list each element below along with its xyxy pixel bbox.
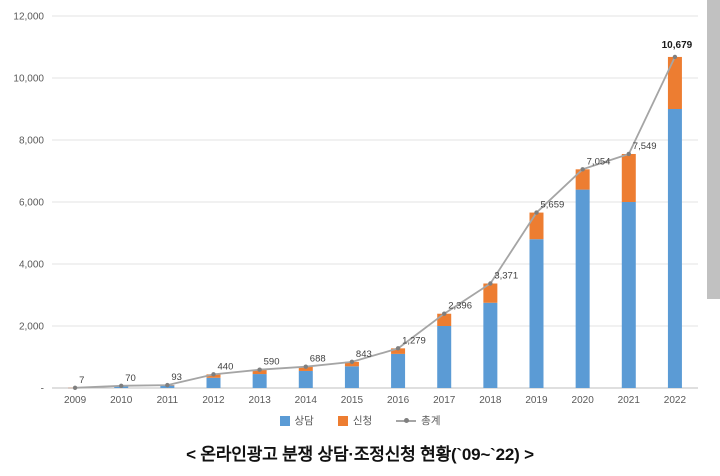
svg-text:4,000: 4,000 [19,260,44,271]
svg-text:70: 70 [125,373,136,384]
svg-text:2015: 2015 [341,395,364,406]
svg-text:2,396: 2,396 [448,301,472,312]
svg-text:2011: 2011 [157,395,179,406]
svg-text:2017: 2017 [433,395,456,406]
svg-text:7,549: 7,549 [633,141,657,152]
svg-text:7: 7 [79,375,84,386]
chart-title: < 온라인광고 분쟁 상담·조정신청 현황(`09~`22) > [186,445,534,464]
right-gray-strip [707,0,720,299]
svg-text:7,054: 7,054 [587,156,611,167]
svg-text:6,000: 6,000 [19,198,44,209]
sangdam-swatch-icon [279,415,290,426]
svg-text:440: 440 [218,361,234,372]
chonggye-line-swatch-icon [396,417,417,423]
svg-text:93: 93 [171,372,182,383]
svg-text:2010: 2010 [110,395,133,406]
svg-text:688: 688 [310,354,326,365]
svg-text:1,279: 1,279 [402,335,426,346]
svg-text:3,371: 3,371 [494,270,518,281]
svg-text:2012: 2012 [202,395,225,406]
svg-text:2014: 2014 [295,395,318,406]
legend-item-sangdam: 상담 [279,413,314,428]
sincheong-swatch-icon [337,415,348,426]
svg-text:-: - [41,384,44,395]
svg-text:2,000: 2,000 [19,322,44,333]
svg-text:843: 843 [356,349,372,360]
svg-text:2021: 2021 [618,395,641,406]
combo-chart: 12,000 10,000 8,000 6,000 4,000 2,000 - 2009 201… [13,12,698,406]
svg-text:12,000: 12,000 [13,12,44,23]
legend-label-sangdam: 상담 [294,415,314,427]
svg-text:8,000: 8,000 [19,136,44,147]
svg-text:10,000: 10,000 [13,74,44,85]
svg-text:10,679: 10,679 [662,40,693,51]
svg-text:2019: 2019 [525,395,548,406]
svg-text:2016: 2016 [387,395,410,406]
svg-text:2013: 2013 [249,395,272,406]
svg-text:590: 590 [264,357,280,368]
legend-label-chonggye: 총계 [421,415,441,427]
chart-legend: 상담 신청 총계 [0,413,720,428]
legend-item-sincheong: 신청 [337,413,373,428]
svg-text:2018: 2018 [479,395,502,406]
svg-text:2020: 2020 [572,395,595,406]
svg-text:2022: 2022 [664,395,687,406]
svg-text:2009: 2009 [64,395,87,406]
chart-area: 12,000 10,000 8,000 6,000 4,000 2,000 - 2009 201… [0,12,720,464]
legend-item-chonggye: 총계 [396,413,440,428]
legend-label-sincheong: 신청 [352,415,373,427]
svg-text:5,659: 5,659 [541,200,565,211]
